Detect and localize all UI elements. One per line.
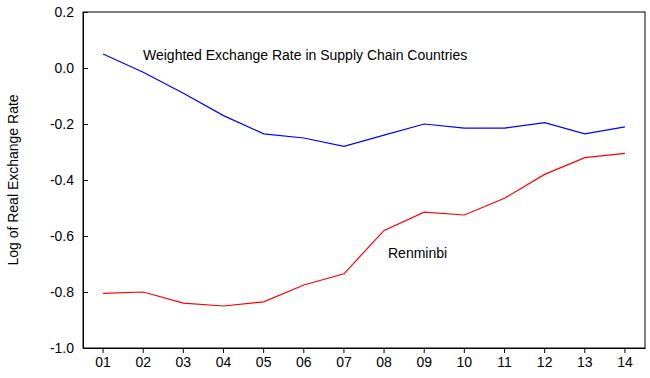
x-tick-label: 01 [95, 354, 111, 370]
x-tick: 02 [135, 348, 151, 370]
x-tick: 09 [416, 348, 432, 370]
x-tick: 11 [497, 348, 512, 370]
series-annotation: Renminbi [388, 245, 447, 261]
y-axis-title: Log of Real Exchange Rate [5, 94, 21, 265]
x-tick: 04 [216, 348, 232, 370]
x-tick-label: 04 [216, 354, 232, 370]
chart: -1.0 -0.8 -0.6 -0.4 -0.2 0.0 0.2 01 02 03 04 05 06 07… [0, 0, 650, 378]
x-tick-label: 09 [416, 354, 432, 370]
x-tick-mark [103, 348, 104, 353]
series-line [103, 153, 625, 306]
y-axis: -1.0 -0.8 -0.6 -0.4 -0.2 0.0 0.2 [50, 4, 88, 356]
y-tick-label: -0.4 [50, 172, 74, 188]
y-tick-mark [83, 292, 88, 293]
x-tick: 13 [577, 348, 593, 370]
y-tick: -0.6 [50, 228, 88, 244]
y-tick-mark [83, 68, 88, 69]
y-tick-label: 0.0 [55, 60, 75, 76]
x-tick: 07 [336, 348, 352, 370]
x-tick-label: 05 [256, 354, 272, 370]
x-tick-mark [624, 348, 625, 353]
x-tick-mark [504, 348, 505, 353]
x-tick-mark [303, 348, 304, 353]
y-tick-mark [83, 124, 88, 125]
x-tick-label: 07 [336, 354, 352, 370]
plot-frame [83, 12, 645, 348]
series-line [103, 54, 625, 146]
y-tick-label: -0.2 [50, 116, 74, 132]
x-tick: 01 [95, 348, 111, 370]
x-tick-label: 02 [135, 354, 151, 370]
x-tick: 10 [457, 348, 473, 370]
x-tick: 05 [256, 348, 272, 370]
y-tick-label: -0.8 [50, 284, 74, 300]
y-tick: -0.4 [50, 172, 88, 188]
y-tick-mark [83, 12, 88, 13]
x-tick-mark [343, 348, 344, 353]
x-tick-mark [424, 348, 425, 353]
x-tick-mark [183, 348, 184, 353]
y-tick: 0.0 [55, 60, 88, 76]
x-tick-label: 03 [176, 354, 192, 370]
x-tick-label: 13 [577, 354, 593, 370]
y-tick: 0.2 [55, 4, 88, 20]
x-tick: 06 [296, 348, 312, 370]
x-tick-mark [584, 348, 585, 353]
x-tick-label: 14 [617, 354, 633, 370]
x-tick: 03 [176, 348, 192, 370]
y-tick-mark [83, 236, 88, 237]
y-tick: -0.8 [50, 284, 88, 300]
x-tick-mark [544, 348, 545, 353]
series-annotation: Weighted Exchange Rate in Supply Chain C… [143, 47, 467, 63]
x-tick-mark [223, 348, 224, 353]
y-tick-mark [83, 180, 88, 181]
y-tick-label: -1.0 [50, 340, 74, 356]
x-tick: 12 [537, 348, 553, 370]
lines [103, 54, 625, 306]
x-tick-label: 08 [376, 354, 392, 370]
x-tick: 14 [617, 348, 633, 370]
x-tick-mark [464, 348, 465, 353]
x-tick-label: 10 [457, 354, 473, 370]
x-axis-line [84, 348, 646, 349]
x-tick-mark [143, 348, 144, 353]
y-tick: -1.0 [50, 340, 88, 356]
y-tick-label: 0.2 [55, 4, 75, 20]
x-tick-label: 12 [537, 354, 553, 370]
x-tick-mark [384, 348, 385, 353]
x-tick: 08 [376, 348, 392, 370]
x-axis: 01 02 03 04 05 06 07 08 09 10 11 12 13 14 [84, 348, 646, 370]
x-tick-label: 11 [497, 354, 512, 370]
x-tick-mark [263, 348, 264, 353]
x-tick-label: 06 [296, 354, 312, 370]
y-tick: -0.2 [50, 116, 88, 132]
y-tick-label: -0.6 [50, 228, 74, 244]
